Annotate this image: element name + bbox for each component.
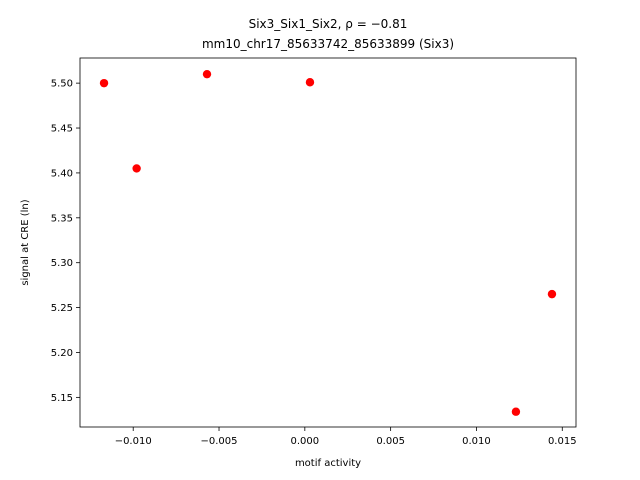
y-tick-label: 5.15 bbox=[51, 393, 73, 404]
x-axis-label: motif activity bbox=[295, 458, 361, 469]
x-tick-label: 0.000 bbox=[291, 436, 320, 447]
x-tick-label: 0.010 bbox=[462, 436, 491, 447]
y-tick-label: 5.40 bbox=[51, 168, 73, 179]
y-tick-label: 5.50 bbox=[51, 79, 73, 90]
data-point-3 bbox=[202, 69, 212, 79]
y-tick-label: 5.25 bbox=[51, 303, 73, 314]
data-point-2 bbox=[132, 164, 141, 173]
x-tick-label: −0.010 bbox=[115, 436, 152, 447]
x-tick-label: −0.005 bbox=[201, 436, 238, 447]
data-point-4 bbox=[305, 78, 315, 87]
y-tick-label: 5.35 bbox=[51, 213, 73, 224]
x-tick-label: 0.015 bbox=[548, 436, 577, 447]
y-tick-label: 5.45 bbox=[51, 124, 73, 135]
chart-title-line-1: Six3_Six1_Six2, ρ = −0.81 bbox=[249, 17, 408, 31]
y-axis: 5.15 5.20 5.25 5.30 5.35 5.40 5.45 5.50 bbox=[51, 79, 80, 404]
axes-frame bbox=[79, 57, 577, 428]
plot-area bbox=[99, 69, 557, 416]
chart-title-line-2: mm10_chr17_85633742_85633899 (Six3) bbox=[202, 37, 454, 51]
y-axis-label: signal at CRE (ln) bbox=[20, 199, 31, 285]
x-tick-label: 0.005 bbox=[376, 436, 405, 447]
data-point-5 bbox=[511, 407, 521, 416]
y-tick-label: 5.20 bbox=[51, 348, 73, 359]
data-point-1 bbox=[99, 78, 109, 88]
data-point-6 bbox=[547, 289, 557, 299]
x-axis: −0.010 −0.005 0.000 0.005 0.010 0.015 bbox=[115, 427, 577, 447]
y-tick-label: 5.30 bbox=[51, 258, 73, 269]
